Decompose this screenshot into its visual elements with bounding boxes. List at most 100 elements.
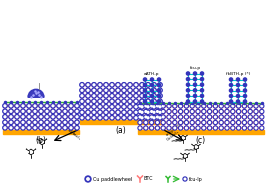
Circle shape bbox=[145, 122, 147, 123]
Circle shape bbox=[158, 94, 162, 98]
Circle shape bbox=[151, 116, 153, 118]
Circle shape bbox=[168, 111, 170, 112]
Circle shape bbox=[197, 127, 199, 129]
Circle shape bbox=[123, 95, 125, 97]
Circle shape bbox=[86, 110, 90, 115]
Circle shape bbox=[178, 121, 183, 125]
Circle shape bbox=[80, 105, 84, 109]
Circle shape bbox=[249, 122, 251, 123]
Circle shape bbox=[209, 122, 210, 123]
Circle shape bbox=[150, 126, 154, 130]
Circle shape bbox=[196, 121, 200, 125]
Circle shape bbox=[9, 115, 13, 119]
Circle shape bbox=[86, 88, 90, 92]
Circle shape bbox=[167, 104, 171, 108]
Circle shape bbox=[168, 105, 170, 107]
Circle shape bbox=[152, 110, 156, 115]
Circle shape bbox=[255, 111, 257, 112]
Circle shape bbox=[249, 127, 251, 129]
Circle shape bbox=[134, 99, 138, 104]
Circle shape bbox=[261, 111, 263, 112]
Circle shape bbox=[226, 122, 228, 123]
Circle shape bbox=[70, 110, 72, 112]
Circle shape bbox=[15, 109, 19, 114]
Circle shape bbox=[219, 126, 223, 130]
Circle shape bbox=[254, 121, 258, 125]
Circle shape bbox=[248, 109, 252, 114]
Circle shape bbox=[57, 104, 61, 108]
Circle shape bbox=[139, 127, 141, 129]
Circle shape bbox=[3, 109, 7, 114]
Circle shape bbox=[146, 110, 150, 115]
Circle shape bbox=[260, 109, 264, 114]
Circle shape bbox=[219, 121, 223, 125]
Circle shape bbox=[122, 110, 126, 115]
Circle shape bbox=[237, 126, 241, 130]
Circle shape bbox=[159, 100, 161, 102]
Circle shape bbox=[150, 121, 154, 125]
Circle shape bbox=[46, 121, 48, 123]
Circle shape bbox=[231, 109, 235, 114]
Circle shape bbox=[87, 106, 89, 108]
Circle shape bbox=[3, 126, 7, 130]
Circle shape bbox=[76, 127, 78, 129]
Circle shape bbox=[191, 127, 193, 129]
Circle shape bbox=[105, 117, 107, 119]
Circle shape bbox=[21, 109, 25, 114]
Circle shape bbox=[230, 83, 232, 87]
Circle shape bbox=[51, 104, 55, 108]
Circle shape bbox=[140, 105, 144, 109]
Circle shape bbox=[52, 127, 54, 129]
Circle shape bbox=[27, 115, 31, 119]
Circle shape bbox=[57, 126, 61, 130]
Circle shape bbox=[145, 127, 147, 129]
Circle shape bbox=[69, 109, 73, 114]
Circle shape bbox=[81, 84, 83, 86]
Circle shape bbox=[141, 100, 143, 102]
Circle shape bbox=[70, 105, 72, 107]
Circle shape bbox=[219, 109, 223, 114]
Bar bbox=[138, 130, 264, 134]
Circle shape bbox=[200, 94, 204, 98]
Circle shape bbox=[27, 120, 31, 125]
Circle shape bbox=[178, 104, 183, 108]
Circle shape bbox=[128, 94, 132, 98]
Circle shape bbox=[215, 111, 216, 112]
Circle shape bbox=[150, 89, 154, 92]
Circle shape bbox=[70, 121, 72, 123]
Circle shape bbox=[254, 109, 258, 114]
Circle shape bbox=[34, 121, 36, 123]
Circle shape bbox=[230, 100, 232, 103]
Text: (b): (b) bbox=[36, 136, 46, 145]
Circle shape bbox=[242, 121, 247, 125]
Circle shape bbox=[161, 109, 165, 114]
Circle shape bbox=[244, 111, 245, 112]
Circle shape bbox=[51, 109, 55, 114]
Circle shape bbox=[260, 104, 264, 108]
Circle shape bbox=[231, 115, 235, 119]
Circle shape bbox=[92, 105, 96, 109]
Circle shape bbox=[10, 127, 12, 129]
Circle shape bbox=[196, 109, 200, 114]
Circle shape bbox=[208, 126, 212, 130]
Circle shape bbox=[135, 106, 137, 108]
Circle shape bbox=[152, 116, 156, 120]
Circle shape bbox=[87, 95, 89, 97]
Circle shape bbox=[21, 115, 25, 119]
Circle shape bbox=[93, 111, 95, 113]
Circle shape bbox=[244, 122, 245, 123]
Circle shape bbox=[80, 116, 84, 120]
Circle shape bbox=[39, 126, 43, 130]
Circle shape bbox=[158, 88, 162, 92]
Circle shape bbox=[183, 177, 187, 181]
Circle shape bbox=[243, 94, 247, 98]
Circle shape bbox=[63, 126, 67, 130]
Circle shape bbox=[105, 100, 107, 102]
Circle shape bbox=[21, 126, 25, 130]
Circle shape bbox=[186, 100, 190, 103]
Circle shape bbox=[231, 126, 235, 130]
Circle shape bbox=[129, 95, 131, 97]
Circle shape bbox=[230, 94, 232, 98]
Circle shape bbox=[140, 94, 144, 98]
Circle shape bbox=[34, 105, 36, 107]
